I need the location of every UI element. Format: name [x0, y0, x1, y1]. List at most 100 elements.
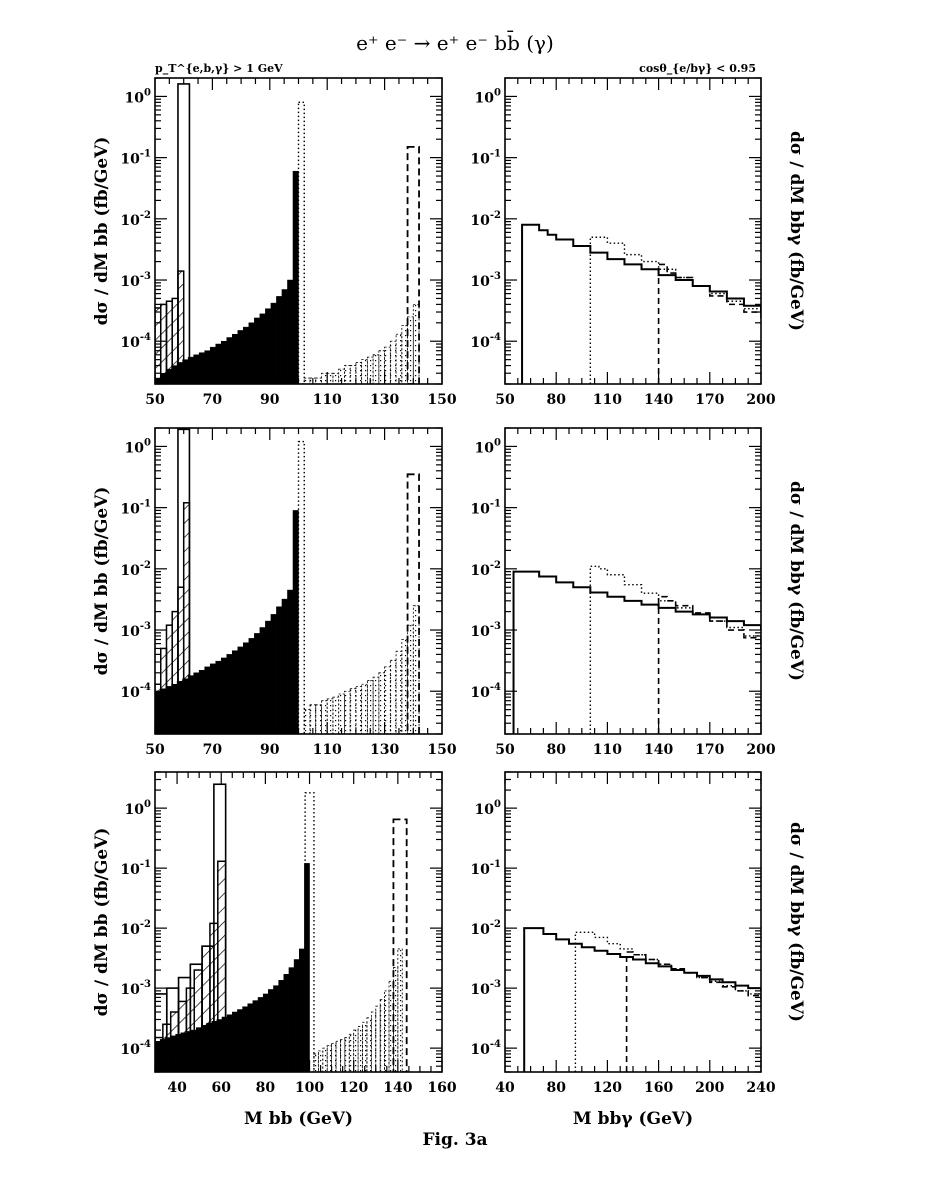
y-tick-label: 10-3	[120, 979, 151, 998]
y-axis-label: dσ / dM bbγ (fb/GeV)	[786, 131, 806, 331]
y-tick-label: 10-4	[120, 1039, 151, 1058]
bar-solid-filled	[268, 989, 274, 1072]
line-solid	[521, 223, 761, 384]
y-axis-label: dσ / dM bb (fb/GeV)	[92, 487, 112, 676]
bar-solid-filled	[193, 672, 200, 734]
bar-dotted-shaded	[361, 683, 368, 734]
bar-solid-filled	[252, 1000, 259, 1072]
x-tick-label: 140	[644, 392, 673, 408]
bar-solid-filled	[226, 337, 233, 384]
x-tick-label: 80	[546, 392, 566, 408]
bar-solid-filled	[237, 646, 244, 734]
bar-dotted-shaded	[303, 377, 311, 384]
y-tick-label: 10-1	[120, 149, 151, 168]
bar-dotted-shaded	[389, 659, 397, 734]
bar-dotted-shaded	[322, 1047, 328, 1072]
y-tick-label: 10-3	[120, 621, 151, 640]
bar-dotted-shaded	[332, 372, 340, 384]
x-tick-label: 240	[746, 1080, 775, 1096]
bar-solid-filled	[226, 654, 233, 734]
bar-dotted-shaded	[384, 346, 391, 384]
x-tick-label: 200	[695, 1080, 724, 1096]
bar-solid-filled	[237, 1009, 243, 1072]
panel-top-right: 10-4 10-3 10-2 10-1 100 50 80 110 140 170 200 dσ / …	[470, 77, 806, 408]
x-tick-label: 130	[370, 742, 399, 758]
bar-dotted-shaded	[397, 948, 403, 1072]
bar-dotted-shaded	[348, 1033, 355, 1072]
x-axis-label: M bbγ (GeV)	[573, 1109, 693, 1129]
x-tick-label: 150	[427, 392, 456, 408]
bar-dotted-shaded	[326, 1045, 333, 1072]
line-dotted	[589, 236, 761, 384]
bar-solid-filled	[243, 642, 250, 734]
bar-dotted-shaded	[372, 354, 380, 384]
x-tick-label: 50	[145, 392, 165, 408]
bar-solid-filled	[247, 1003, 254, 1072]
bar-dashed	[406, 145, 420, 384]
y-tick-label: 10-4	[120, 682, 151, 701]
bar-solid-filled	[204, 666, 211, 734]
y-tick-label: 10-3	[470, 979, 501, 998]
bar-solid-filled	[288, 967, 295, 1072]
y-tick-label: 10-3	[120, 271, 151, 290]
bar-solid-filled	[215, 343, 222, 384]
bar-dotted-shaded	[372, 676, 380, 734]
y-tick-label: 100	[125, 437, 151, 456]
x-axis-label: M bb (GeV)	[244, 1109, 353, 1129]
bar-dotted-shaded	[357, 1026, 363, 1072]
plot-area	[521, 223, 761, 384]
bar-dotted-shaded	[349, 688, 357, 734]
bar-dotted-shaded	[361, 359, 368, 384]
panel-top-left: 10-4 10-3 10-2 10-1 100 50 70 90 110 130 150 dσ / d…	[92, 77, 457, 408]
y-tick-label: 10-1	[470, 149, 501, 168]
bar-hatched	[177, 586, 185, 734]
plot-frame	[504, 771, 762, 1073]
bar-dotted-shaded	[326, 698, 334, 734]
x-tick-label: 170	[695, 392, 724, 408]
bar-solid-filled	[220, 340, 228, 384]
bar-dotted	[297, 440, 305, 734]
x-tick-label: 90	[260, 392, 280, 408]
y-tick-label: 10-1	[470, 499, 501, 518]
bar-solid-filled	[292, 510, 299, 734]
bar-dotted	[304, 792, 315, 1072]
bar-solid-filled	[226, 1014, 233, 1072]
bar-dotted-shaded	[389, 340, 397, 384]
bar-dotted-shaded	[335, 1040, 341, 1072]
bar-dotted	[297, 101, 305, 384]
bar-dotted-shaded	[326, 372, 334, 384]
bar-dotted-shaded	[384, 666, 391, 734]
bar-solid-filled	[242, 1006, 248, 1072]
bar-dotted-shaded	[317, 1050, 324, 1072]
x-tick-label: 50	[495, 392, 515, 408]
x-tick-label: 130	[370, 392, 399, 408]
bar-solid-filled	[276, 296, 283, 384]
bar-solid-filled	[232, 333, 239, 384]
x-tick-label: 140	[644, 742, 673, 758]
x-tick-label: 170	[695, 742, 724, 758]
bar-dotted-shaded	[362, 1021, 368, 1072]
bar-dotted-shaded	[344, 1037, 350, 1072]
bar-dotted-shaded	[366, 356, 374, 384]
bar-solid-filled	[232, 1011, 238, 1072]
bar-solid-filled	[276, 606, 283, 734]
y-tick-label: 100	[475, 799, 501, 818]
bar-solid-filled	[270, 614, 277, 734]
x-tick-label: 70	[203, 742, 223, 758]
x-tick-label: 70	[203, 392, 223, 408]
bar-dotted-shaded	[384, 990, 390, 1072]
plot-area	[523, 927, 761, 1072]
bar-dotted-shaded	[401, 325, 408, 384]
y-tick-label: 10-4	[470, 332, 501, 351]
bar-solid-filled	[198, 352, 205, 384]
bar-dotted-shaded	[366, 1017, 372, 1072]
x-tick-label: 90	[260, 742, 280, 758]
x-tick-label: 200	[746, 392, 775, 408]
bar-dotted-shaded	[315, 704, 322, 734]
bar-solid-filled	[248, 322, 255, 384]
bar-hatched	[155, 307, 162, 384]
bar-solid-filled	[232, 650, 239, 734]
bar-hatched	[155, 1036, 164, 1072]
